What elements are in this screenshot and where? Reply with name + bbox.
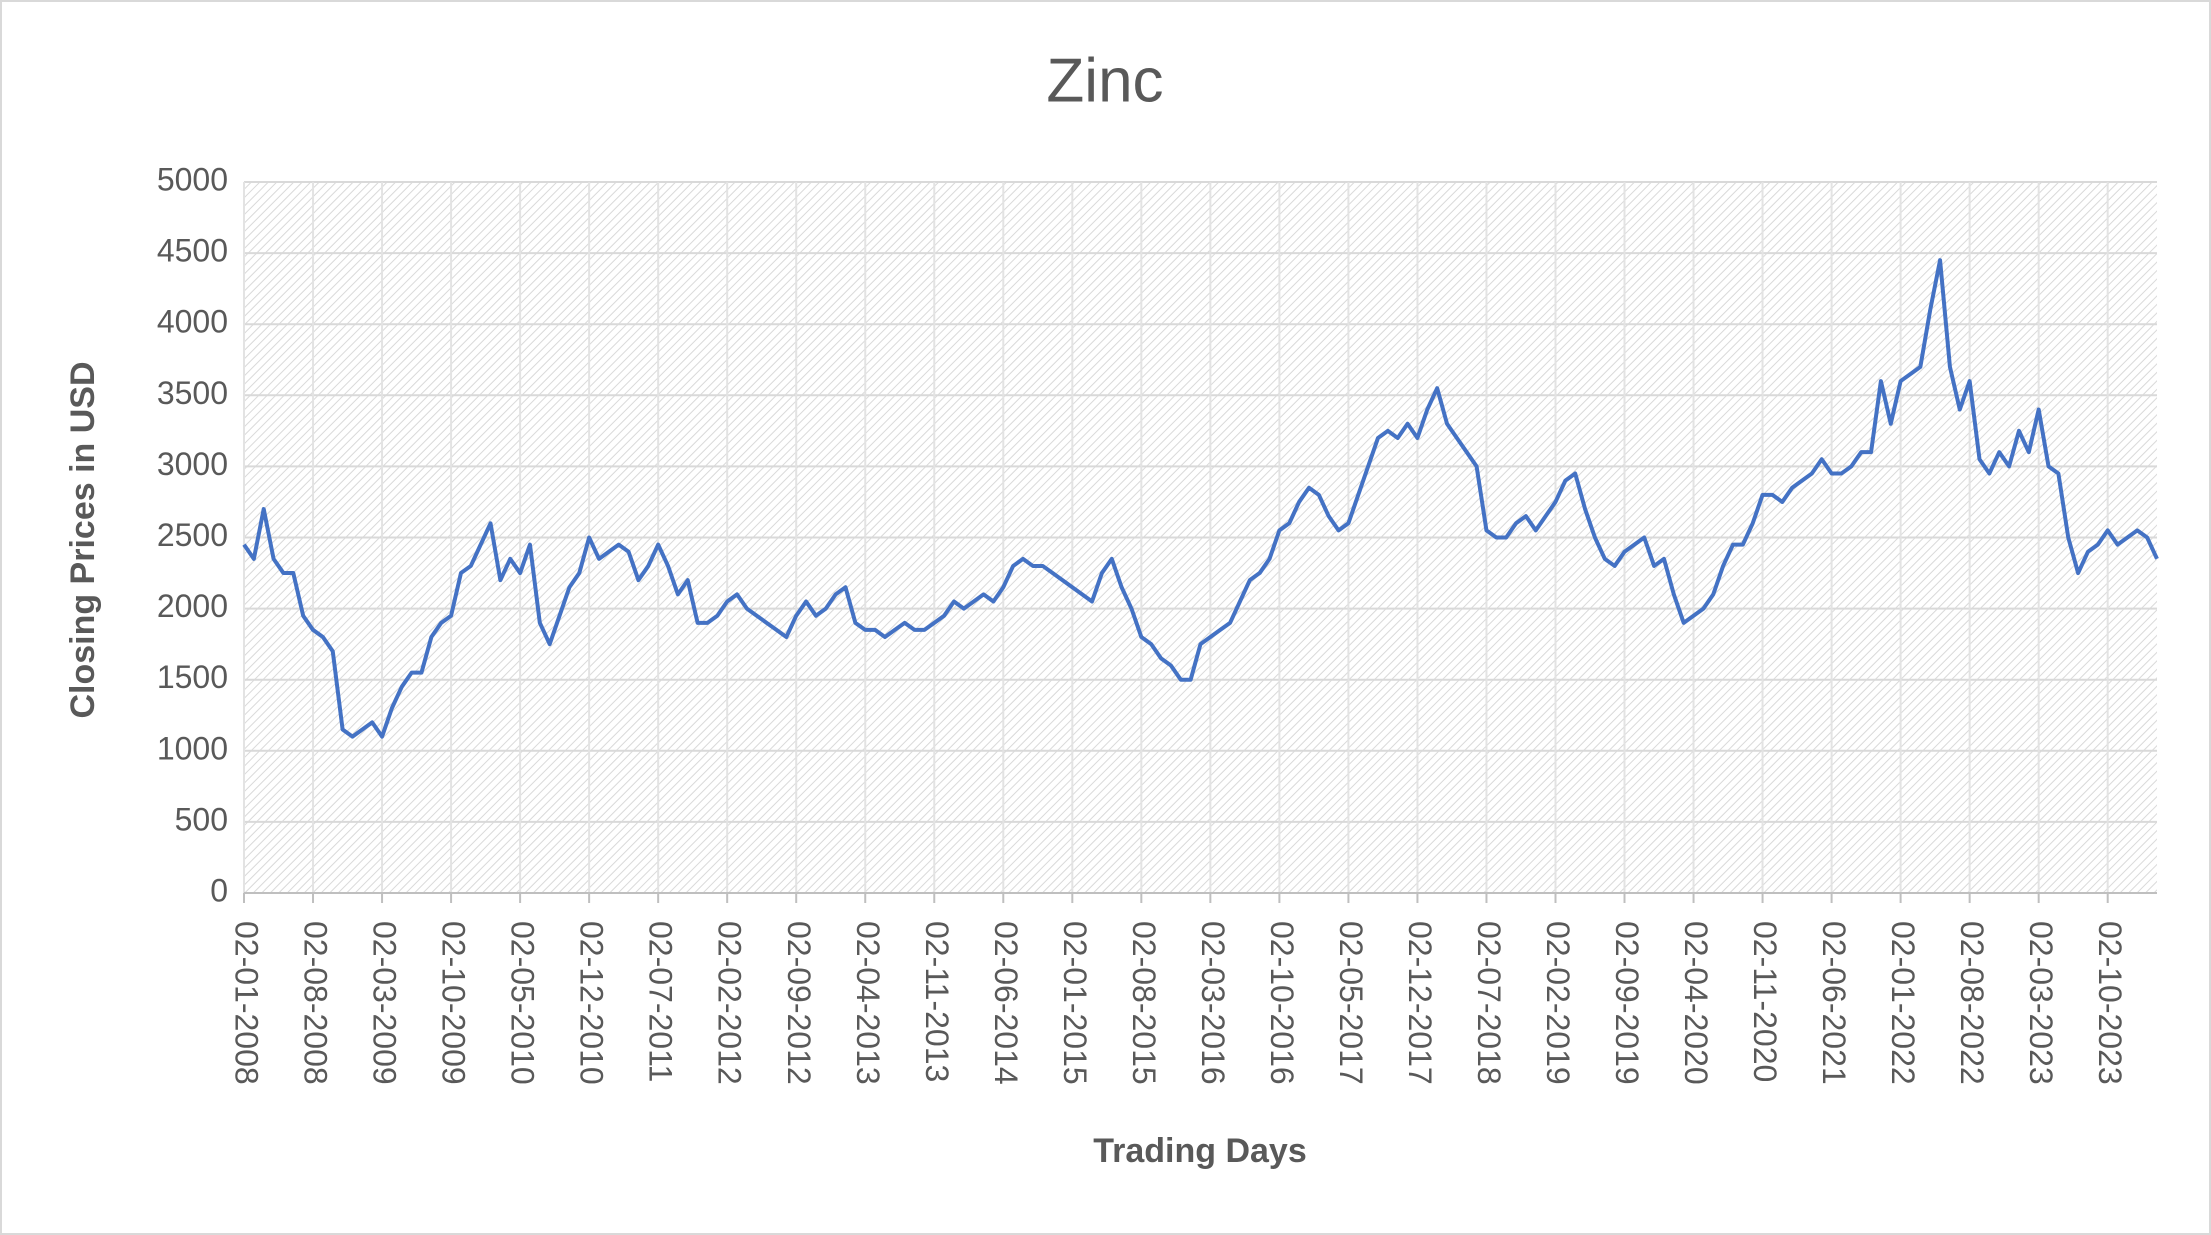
x-tick-label: 02-01-2008: [229, 921, 265, 1085]
chart-title: Zinc: [1046, 46, 1163, 115]
x-tick-label: 02-12-2017: [1402, 921, 1438, 1085]
y-tick-label: 1500: [157, 659, 228, 695]
x-tick-label: 02-06-2014: [988, 921, 1024, 1085]
x-tick-label: 02-08-2015: [1126, 921, 1162, 1085]
y-tick-label: 4500: [157, 233, 228, 269]
x-tick-label: 02-10-2016: [1264, 921, 1300, 1085]
y-tick-label: 500: [175, 801, 228, 837]
x-tick-label: 02-05-2017: [1333, 921, 1369, 1085]
x-tick-label: 02-01-2015: [1057, 921, 1093, 1085]
x-tick-label: 02-12-2010: [574, 921, 610, 1085]
y-tick-label: 2500: [157, 517, 228, 553]
x-tick-label: 02-01-2022: [1885, 921, 1921, 1085]
x-axis-title: Trading Days: [1093, 1132, 1307, 1170]
x-tick-label: 02-02-2012: [712, 921, 748, 1085]
x-tick-label: 02-03-2009: [367, 921, 403, 1085]
x-tick-label: 02-07-2011: [643, 921, 679, 1082]
y-axis-title: Closing Prices in USD: [64, 361, 102, 718]
x-tick-label: 02-04-2020: [1678, 921, 1714, 1085]
x-tick-label: 02-11-2020: [1747, 921, 1783, 1082]
x-tick-label: 02-07-2018: [1471, 921, 1507, 1085]
x-tick-label: 02-03-2016: [1195, 921, 1231, 1085]
x-tick-label: 02-02-2019: [1540, 921, 1576, 1085]
y-tick-label: 2000: [157, 588, 228, 624]
x-tick-label: 02-05-2010: [505, 921, 541, 1085]
x-tick-label: 02-08-2022: [1954, 921, 1990, 1085]
price-line: [242, 258, 2159, 739]
y-tick-label: 0: [210, 872, 228, 908]
x-tick-label: 02-04-2013: [850, 921, 886, 1085]
x-tick-label: 02-10-2023: [2092, 921, 2128, 1085]
y-tick-label: 5000: [157, 161, 228, 197]
x-tick-label: 02-10-2009: [436, 921, 472, 1085]
x-tick-label: 02-08-2008: [298, 921, 334, 1085]
x-tick-label: 02-06-2021: [1816, 921, 1852, 1085]
y-tick-label: 3500: [157, 375, 228, 411]
x-tick-label: 02-11-2013: [919, 921, 955, 1082]
y-tick-label: 3000: [157, 446, 228, 482]
x-tick-label: 02-03-2023: [2023, 921, 2059, 1085]
y-tick-label: 4000: [157, 304, 228, 340]
x-tick-label: 02-09-2012: [781, 921, 817, 1085]
x-tick-label: 02-09-2019: [1609, 921, 1645, 1085]
y-tick-label: 1000: [157, 730, 228, 766]
